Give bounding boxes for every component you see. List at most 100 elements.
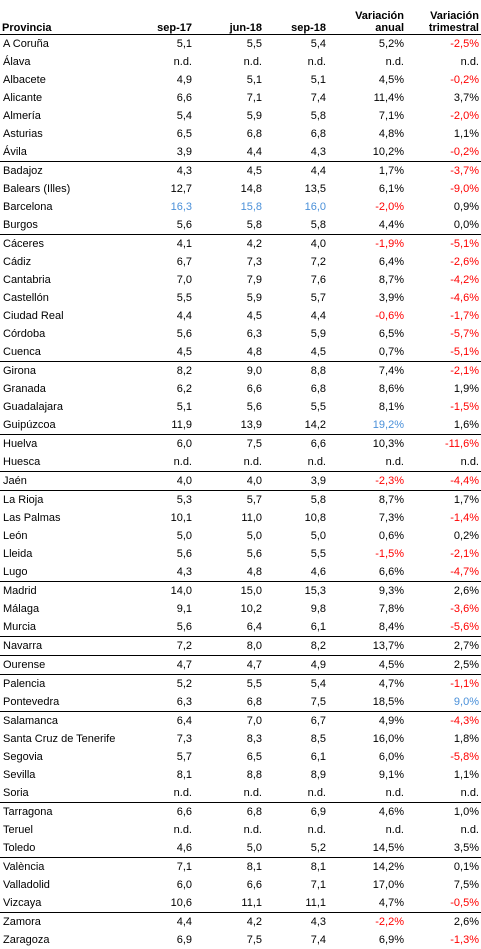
provincia-name: Zaragoza xyxy=(0,931,131,949)
cell-jun18: 6,5 xyxy=(194,748,264,766)
cell-jun18: 8,0 xyxy=(194,637,264,656)
cell-sep17: 6,0 xyxy=(131,876,194,894)
cell-anual: 6,1% xyxy=(328,180,406,198)
cell-sep18: 6,8 xyxy=(264,125,328,143)
cell-anual: 8,6% xyxy=(328,380,406,398)
cell-jun18: 5,0 xyxy=(194,839,264,858)
cell-jun18: 7,9 xyxy=(194,271,264,289)
cell-anual: 4,5% xyxy=(328,656,406,675)
cell-trim: 2,6% xyxy=(406,582,481,601)
cell-sep17: 4,4 xyxy=(131,913,194,932)
cell-trim: 1,1% xyxy=(406,766,481,784)
cell-anual: -2,3% xyxy=(328,472,406,491)
cell-anual: 4,6% xyxy=(328,803,406,822)
cell-sep17: 6,5 xyxy=(131,125,194,143)
cell-sep17: 10,1 xyxy=(131,509,194,527)
cell-trim: -2,6% xyxy=(406,253,481,271)
cell-trim: -1,5% xyxy=(406,398,481,416)
cell-sep17: 5,5 xyxy=(131,289,194,307)
provincia-name: Zamora xyxy=(0,913,131,932)
cell-anual: 7,3% xyxy=(328,509,406,527)
cell-trim: -2,1% xyxy=(406,362,481,381)
cell-sep17: 9,1 xyxy=(131,600,194,618)
cell-anual: 4,9% xyxy=(328,712,406,731)
cell-sep17: 4,3 xyxy=(131,162,194,181)
provincia-name: Balears (Illes) xyxy=(0,180,131,198)
cell-sep18: 5,7 xyxy=(264,289,328,307)
cell-sep17: 6,6 xyxy=(131,803,194,822)
cell-anual: 4,8% xyxy=(328,125,406,143)
provincia-name: Álava xyxy=(0,53,131,71)
cell-sep18: 5,8 xyxy=(264,107,328,125)
cell-anual: 1,7% xyxy=(328,162,406,181)
cell-trim: -9,0% xyxy=(406,180,481,198)
provincia-name: Teruel xyxy=(0,821,131,839)
provincia-name: Jaén xyxy=(0,472,131,491)
cell-anual: 8,7% xyxy=(328,271,406,289)
cell-trim: -5,1% xyxy=(406,235,481,254)
provincia-name: València xyxy=(0,858,131,877)
cell-sep18: 9,8 xyxy=(264,600,328,618)
cell-anual: 7,4% xyxy=(328,362,406,381)
cell-jun18: 5,5 xyxy=(194,675,264,694)
cell-jun18: 11,0 xyxy=(194,509,264,527)
cell-jun18: n.d. xyxy=(194,821,264,839)
cell-trim: -2,5% xyxy=(406,35,481,54)
cell-jun18: 11,1 xyxy=(194,894,264,913)
cell-sep17: 5,1 xyxy=(131,398,194,416)
cell-trim: -4,3% xyxy=(406,712,481,731)
cell-trim: -3,6% xyxy=(406,600,481,618)
provincia-name: Salamanca xyxy=(0,712,131,731)
cell-jun18: 5,6 xyxy=(194,398,264,416)
cell-trim: 0,1% xyxy=(406,858,481,877)
cell-sep18: 7,1 xyxy=(264,876,328,894)
header-provincia: Provincia xyxy=(0,0,131,35)
cell-trim: 7,5% xyxy=(406,876,481,894)
cell-sep18: 5,5 xyxy=(264,545,328,563)
cell-sep17: 6,7 xyxy=(131,253,194,271)
cell-sep17: n.d. xyxy=(131,784,194,803)
cell-jun18: 5,9 xyxy=(194,107,264,125)
provincia-name: León xyxy=(0,527,131,545)
cell-anual: 6,0% xyxy=(328,748,406,766)
provincia-name: Alicante xyxy=(0,89,131,107)
provincia-name: Asturias xyxy=(0,125,131,143)
cell-trim: -1,1% xyxy=(406,675,481,694)
cell-sep18: 4,3 xyxy=(264,143,328,162)
cell-jun18: 6,6 xyxy=(194,876,264,894)
cell-sep17: 4,9 xyxy=(131,71,194,89)
cell-sep17: 12,7 xyxy=(131,180,194,198)
cell-sep18: n.d. xyxy=(264,453,328,472)
cell-sep18: n.d. xyxy=(264,784,328,803)
cell-sep18: 7,4 xyxy=(264,931,328,949)
cell-trim: 0,9% xyxy=(406,198,481,216)
cell-sep18: 7,4 xyxy=(264,89,328,107)
cell-jun18: 10,2 xyxy=(194,600,264,618)
cell-trim: 1,6% xyxy=(406,416,481,435)
provincia-name: Lugo xyxy=(0,563,131,582)
cell-jun18: 6,4 xyxy=(194,618,264,637)
cell-jun18: 14,8 xyxy=(194,180,264,198)
cell-sep17: 8,1 xyxy=(131,766,194,784)
cell-jun18: 5,7 xyxy=(194,491,264,510)
cell-anual: 11,4% xyxy=(328,89,406,107)
cell-sep18: 8,5 xyxy=(264,730,328,748)
cell-sep18: 5,4 xyxy=(264,35,328,54)
provincia-name: Barcelona xyxy=(0,198,131,216)
cell-sep18: 6,9 xyxy=(264,803,328,822)
provincia-name: Granada xyxy=(0,380,131,398)
cell-jun18: 5,8 xyxy=(194,216,264,235)
cell-sep18: 5,9 xyxy=(264,325,328,343)
cell-sep18: 10,8 xyxy=(264,509,328,527)
